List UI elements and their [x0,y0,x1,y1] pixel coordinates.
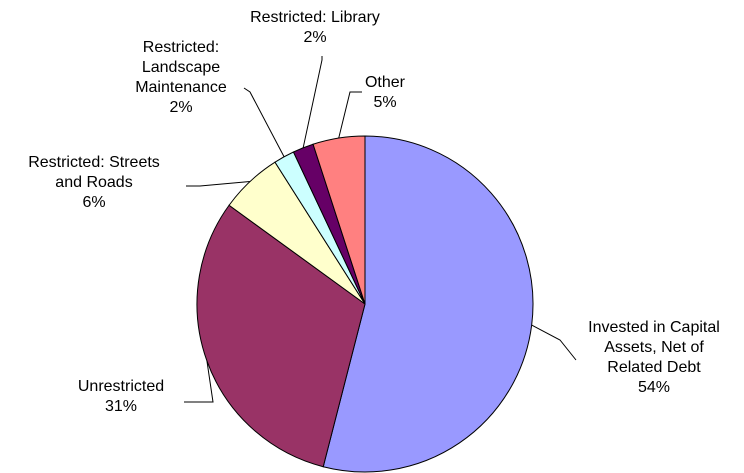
slice-label-restricted-landscape-maintenance: Restricted: Landscape Maintenance 2% [106,38,256,118]
slice-label-other: Other 5% [350,73,420,113]
slice-value-label: 31% [104,398,138,415]
slice-value-label: 54% [637,379,671,396]
leader-line-3 [243,87,285,158]
slice-label-line: Other [364,74,405,91]
leader-line-1 [184,360,214,403]
slice-label-invested-in-capital-assets: Invested in Capital Assets, Net of Relat… [564,318,744,398]
slice-value-label: 5% [373,94,397,111]
slice-label-line: Invested in Capital [588,319,720,336]
slice-label-line: Unrestricted [77,378,165,395]
leader-line-5 [338,91,362,139]
slice-label-line: Assets, Net of [604,339,704,356]
slice-value-label: 2% [169,99,193,116]
slice-value-label: 6% [82,194,106,211]
leader-line-2 [186,181,251,187]
slice-label-line: Restricted: Library [250,9,380,26]
slice-label-line: Maintenance [135,79,227,96]
pie-slice-5 [312,135,366,305]
leader-line-0 [531,324,577,361]
pie-slice-1 [196,204,366,468]
slice-value-label: 2% [303,29,327,46]
pie-slice-0 [322,135,534,473]
slice-label-line: Restricted: [142,39,220,56]
slice-label-line: Related Debt [607,359,701,376]
slice-label-restricted-library: Restricted: Library 2% [230,8,400,48]
slice-label-line: Restricted: Streets [28,154,160,171]
slice-label-restricted-streets-and-roads: Restricted: Streets and Roads 6% [0,153,188,213]
slice-label-line: Landscape [141,59,221,76]
slice-label-unrestricted: Unrestricted 31% [51,377,191,417]
leader-line-4 [302,56,323,148]
leader-lines [184,56,577,403]
slice-label-line: and Roads [55,174,133,191]
pie-slices [196,135,534,473]
